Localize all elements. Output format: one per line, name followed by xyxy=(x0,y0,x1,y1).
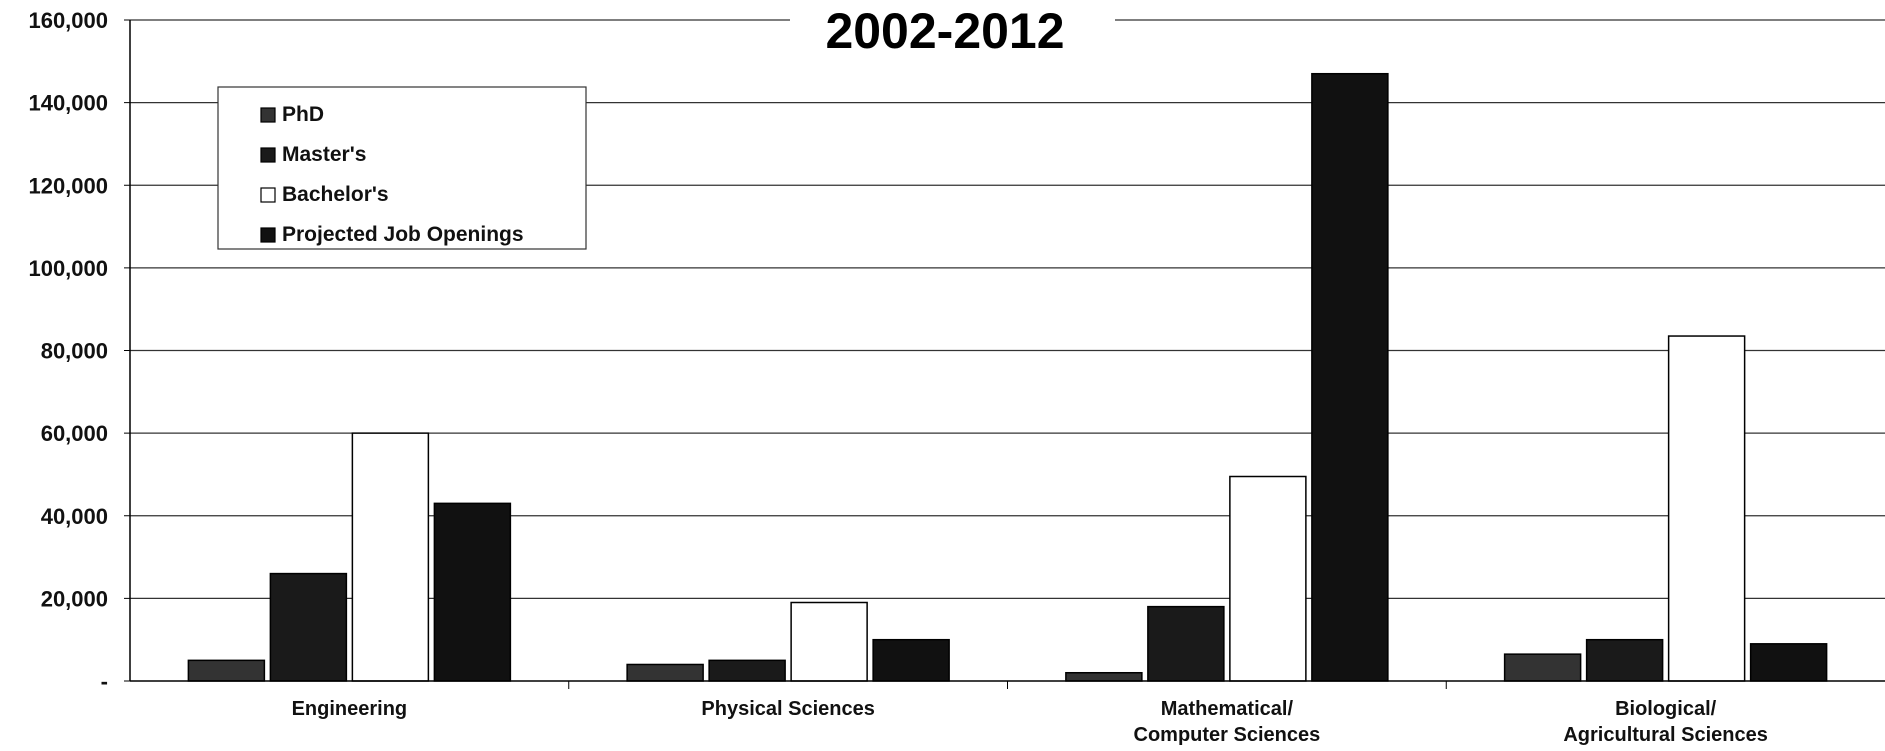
bar xyxy=(433,502,512,682)
bar xyxy=(1585,638,1664,682)
legend-swatch xyxy=(260,107,276,123)
bar xyxy=(351,432,430,682)
bar xyxy=(790,601,868,682)
bar xyxy=(1503,653,1582,682)
bar xyxy=(1229,475,1307,682)
bar xyxy=(1311,72,1389,682)
legend-label: Master's xyxy=(282,143,366,166)
y-tick-label: 60,000 xyxy=(41,421,108,446)
y-tick-label: 160,000 xyxy=(28,8,108,33)
title-background xyxy=(790,0,1115,58)
y-tick-label: 120,000 xyxy=(28,173,108,198)
bars xyxy=(187,72,1828,682)
y-tick-label: 140,000 xyxy=(28,91,108,116)
y-tick-label: - xyxy=(101,669,108,694)
chart-title: 2002-2012 xyxy=(825,3,1064,59)
y-tick-label: 80,000 xyxy=(41,339,108,364)
bar xyxy=(1749,643,1828,682)
chart-title-group: 2002-2012 xyxy=(790,0,1115,59)
x-tick-label: Engineering xyxy=(292,698,408,720)
legend-swatch xyxy=(260,227,276,243)
bar xyxy=(187,659,266,682)
y-tick-label: 40,000 xyxy=(41,504,108,529)
x-tick-label: Physical Sciences xyxy=(701,698,874,720)
legend: PhD Master's Bachelor's Projected Job Openi… xyxy=(217,86,587,250)
legend-label: Projected Job Openings xyxy=(282,223,524,246)
bar xyxy=(1667,335,1746,682)
x-tick-label: Biological/Agricultural Sciences xyxy=(1563,698,1768,746)
bar xyxy=(1065,671,1143,682)
x-axis: Engineering Physical Sciences Mathematical… xyxy=(130,680,1885,746)
legend-swatch xyxy=(260,147,276,163)
y-axis: - 20,000 40,000 60,000 80,000 100,000 120,000 1… xyxy=(28,8,131,694)
legend-label: Bachelor's xyxy=(282,183,389,206)
bar xyxy=(708,659,786,682)
legend-box xyxy=(217,86,587,250)
legend-swatch xyxy=(260,187,276,203)
bar xyxy=(626,663,704,682)
x-tick-label: Mathematical/Computer Sciences xyxy=(1134,698,1321,746)
bar xyxy=(1147,605,1225,682)
bar xyxy=(872,638,950,682)
legend-label: PhD xyxy=(282,103,324,126)
y-tick-label: 100,000 xyxy=(28,256,108,281)
y-tick-label: 20,000 xyxy=(41,586,108,611)
bar xyxy=(269,572,348,682)
